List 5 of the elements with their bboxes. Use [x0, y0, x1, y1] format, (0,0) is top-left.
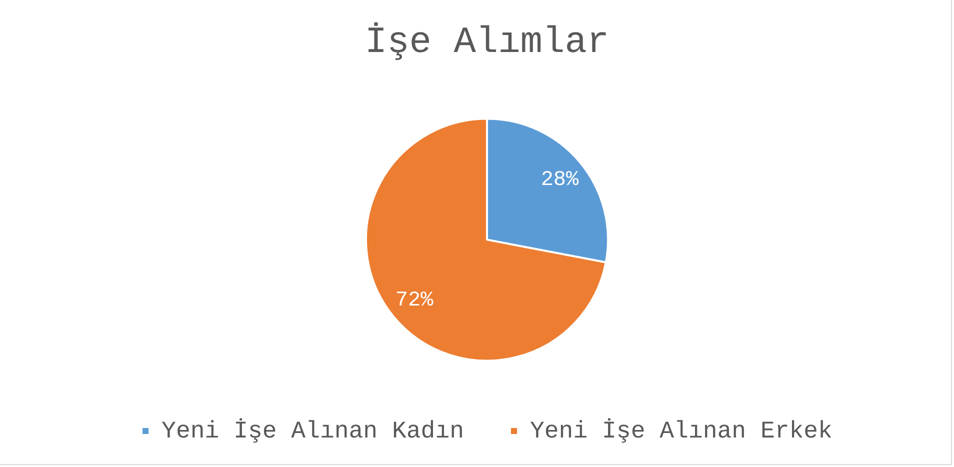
legend-label: Yeni İşe Alınan Kadın	[162, 417, 464, 446]
chart-title: İşe Alımlar	[364, 22, 610, 64]
data-label: 72%	[395, 289, 434, 312]
data-label: 28%	[540, 169, 580, 192]
legend-label: Yeni İşe Alınan Erkek	[530, 417, 832, 446]
